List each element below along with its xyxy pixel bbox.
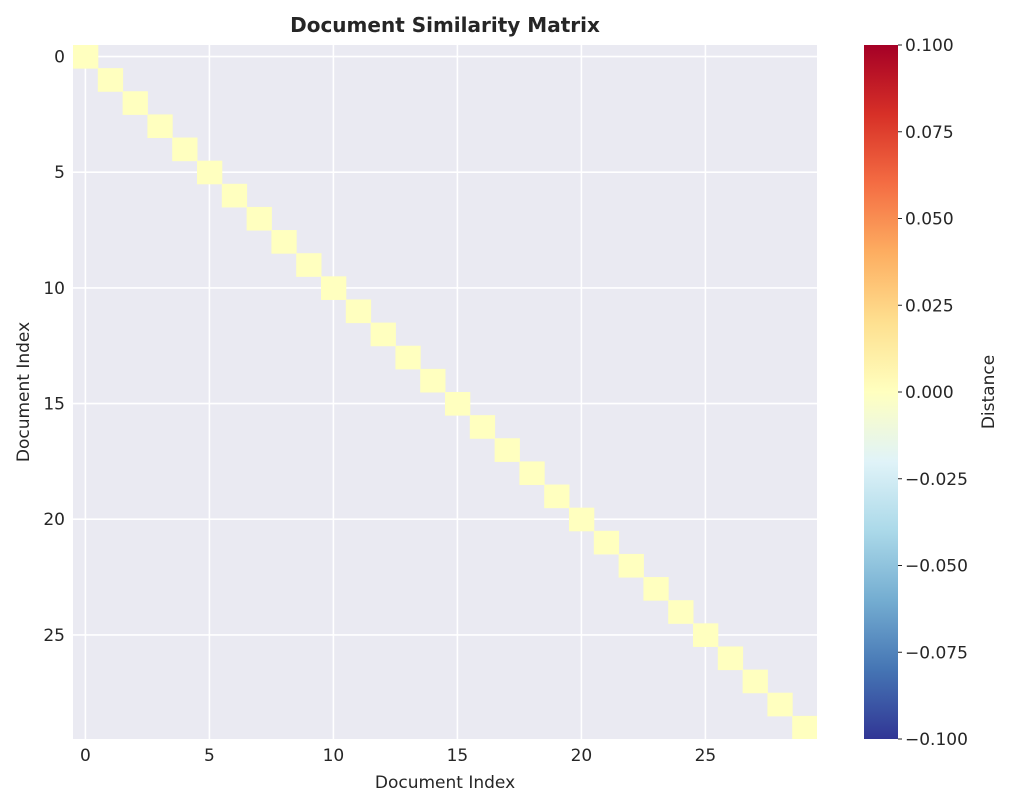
- y-tick-label: 5: [54, 163, 65, 183]
- x-axis-label: Document Index: [375, 773, 515, 793]
- chart-title: Document Similarity Matrix: [290, 13, 600, 37]
- heatmap-cell: [618, 553, 644, 578]
- heatmap-cell: [767, 692, 793, 717]
- heatmap-cell: [469, 415, 496, 439]
- y-tick-label: 10: [43, 279, 65, 299]
- heatmap-cell: [271, 230, 297, 254]
- y-tick-label: 0: [54, 48, 65, 68]
- colorbar-tick-label: 0.000: [905, 383, 954, 403]
- heatmap-cell: [221, 183, 248, 208]
- heatmap-cell: [73, 45, 99, 69]
- colorbar-tick-label: 0.025: [905, 296, 954, 316]
- x-tick-label: 20: [571, 746, 593, 766]
- heatmap-cell: [643, 577, 669, 601]
- x-axis-ticks: 0 5 10 15 20 25: [80, 746, 716, 766]
- heatmap-cell: [197, 160, 223, 185]
- heatmap-cell: [370, 322, 396, 347]
- heatmap-cell: [792, 715, 817, 739]
- heatmap-cell: [321, 276, 347, 300]
- x-tick-label: 0: [80, 746, 91, 766]
- heatmap-cell: [97, 68, 124, 92]
- colorbar-label: Distance: [979, 355, 999, 429]
- heatmap-cell: [519, 461, 545, 486]
- heatmap-cells: [73, 45, 817, 739]
- heatmap-cell: [296, 253, 322, 277]
- heatmap-cell: [147, 114, 173, 139]
- x-tick-label: 5: [204, 746, 215, 766]
- heatmap-cell: [420, 368, 446, 393]
- y-axis-label: Document Index: [14, 322, 34, 462]
- heatmap-cell: [122, 91, 148, 115]
- y-tick-label: 15: [43, 395, 65, 415]
- colorbar-tick-label: 0.050: [905, 210, 954, 230]
- colorbar-tick-label: 0.100: [905, 36, 954, 56]
- y-tick-label: 20: [43, 510, 65, 530]
- heatmap-cell: [395, 345, 421, 370]
- colorbar-tick-label: −0.075: [905, 643, 968, 663]
- heatmap-cell: [717, 646, 744, 671]
- colorbar-ticks: 0.100 0.075 0.050 0.025 0.000 −0.025 −0.050 −0.…: [898, 36, 968, 750]
- colorbar-tick-label: −0.100: [905, 730, 968, 750]
- heatmap-cell: [693, 623, 719, 647]
- heatmap-cell: [246, 206, 272, 231]
- x-tick-label: 25: [695, 746, 717, 766]
- heatmap-cell: [494, 438, 520, 462]
- y-axis-ticks: 0 5 10 15 20 25: [43, 48, 65, 646]
- heatmap-cell: [668, 600, 694, 624]
- heatmap-cell: [569, 507, 595, 532]
- heatmap-cell: [445, 392, 471, 416]
- colorbar: [864, 45, 898, 739]
- heatmap-cell: [544, 484, 570, 509]
- colorbar-tick-label: 0.075: [905, 123, 954, 143]
- heatmap-cell: [742, 669, 768, 694]
- colorbar-tick-label: −0.025: [905, 470, 968, 490]
- x-tick-label: 15: [447, 746, 469, 766]
- heatmap-cell: [345, 299, 372, 324]
- colorbar-tick-label: −0.050: [905, 557, 968, 577]
- heatmap-cell: [172, 137, 198, 162]
- heatmap-cell: [593, 530, 620, 555]
- y-tick-label: 25: [43, 626, 65, 646]
- x-tick-label: 10: [323, 746, 345, 766]
